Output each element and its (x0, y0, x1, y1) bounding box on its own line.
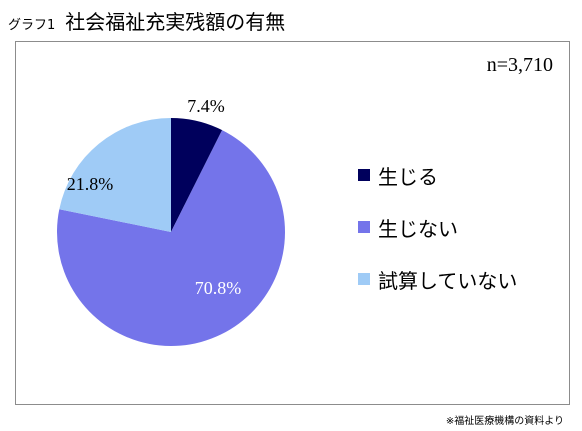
source-note: ※福祉医療機構の資料より (445, 416, 564, 427)
legend-swatch (358, 169, 370, 181)
legend-item: 生じない (358, 214, 517, 241)
pie-slice (171, 118, 223, 232)
sample-size-label: n=3,710 (486, 54, 553, 76)
pie-slice (56, 130, 285, 346)
legend-item: 試算していない (358, 266, 518, 293)
legend-swatch (358, 273, 370, 285)
slice-value-label: 70.8% (195, 278, 242, 298)
legend-swatch (358, 221, 370, 233)
legend-label: 生じる (378, 164, 438, 189)
pie-chart: 7.4% 70.8% 21.8% (56, 96, 285, 346)
chart-title: 社会福祉充実残額の有無 (65, 10, 286, 34)
chart-frame: n=3,710 7.4% 70.8% 21.8% 生じる生じない試算していない (15, 41, 570, 405)
legend-label: 生じない (378, 216, 458, 241)
title-row: グラフ1 社会福祉充実残額の有無 (8, 6, 285, 36)
legend-item: 生じる (358, 162, 517, 189)
pie-slice (59, 118, 171, 232)
legend-label: 試算していない (378, 268, 518, 293)
chart-legend: 生じる生じない試算していない (358, 162, 517, 318)
slice-value-label: 7.4% (187, 96, 225, 116)
graph-number-label: グラフ1 (8, 18, 56, 33)
slice-value-label: 21.8% (67, 174, 114, 194)
